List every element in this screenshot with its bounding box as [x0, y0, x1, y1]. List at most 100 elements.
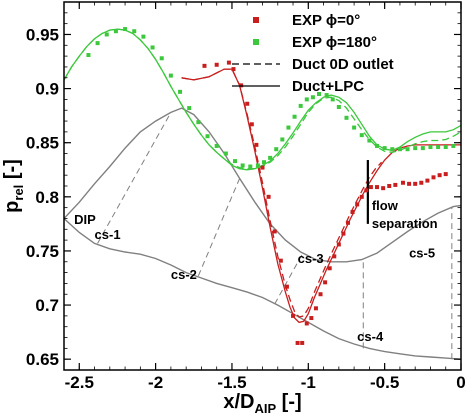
exp-phi0-point	[359, 194, 364, 199]
exp-phi0-point	[443, 172, 448, 177]
exp-phi180-point	[113, 29, 118, 34]
exp-phi180-point	[141, 34, 146, 39]
x-tick-label: -2	[148, 373, 163, 392]
exp-phi180-point	[382, 146, 387, 151]
exp-phi0-point	[355, 202, 360, 207]
x-tick-label: -0.5	[370, 373, 399, 392]
exp-phi180-point	[316, 92, 321, 96]
exp-phi180-point	[255, 163, 260, 168]
cross-section-line-1	[97, 112, 172, 244]
exp-phi180-point	[150, 45, 155, 50]
exp-phi180-point	[178, 89, 183, 94]
y-tick-label: 0.95	[26, 25, 59, 44]
duct-upper-wall	[64, 107, 461, 263]
x-tick-label: -1.5	[217, 373, 246, 392]
legend-label-0: EXP ϕ=0°	[292, 12, 360, 29]
y-tick-label: 0.9	[35, 80, 59, 99]
exp-phi0-point	[278, 258, 283, 263]
exp-phi180-point	[443, 145, 448, 150]
x-tick-label: -1	[301, 373, 316, 392]
y-tick-label: 0.85	[26, 134, 59, 153]
exp-phi0-point	[249, 122, 254, 127]
exp-phi180-point	[205, 134, 210, 139]
exp-phi180-point	[104, 32, 109, 37]
exp-phi180-point	[344, 115, 349, 120]
exp-phi180-point	[240, 163, 245, 168]
exp-phi180-point	[86, 53, 91, 58]
exp-phi0-point	[400, 180, 405, 185]
exp-phi0-point	[313, 306, 318, 311]
exp-phi180-point	[132, 29, 137, 34]
exp-phi0-point	[407, 181, 412, 186]
y-tick-label: 0.8	[35, 188, 59, 207]
exp-phi0-point	[272, 229, 277, 234]
exp-phi0-point	[387, 184, 392, 188]
exp-phi180-point	[420, 146, 425, 151]
exp-phi0-point	[437, 173, 442, 178]
y-tick-label: 0.65	[26, 350, 59, 369]
cross-section-label-1: cs-1	[95, 227, 121, 242]
exp-phi180-point	[304, 97, 309, 102]
exp-phi180-point	[375, 143, 380, 148]
exp-phi180-point	[359, 133, 364, 138]
exp-phi180-point	[159, 56, 164, 61]
exp-phi180-point	[280, 137, 285, 142]
exp-phi0-point	[375, 185, 380, 190]
exp-phi0-point	[245, 101, 250, 106]
exp-phi180-point	[390, 147, 395, 152]
exp-phi180-point	[223, 151, 228, 156]
exp-phi0-point	[284, 284, 289, 289]
exp-phi0-point	[368, 185, 373, 190]
exp-phi0-point	[231, 67, 236, 72]
exp-phi0-point	[419, 180, 424, 185]
exp-phi0-point	[346, 220, 351, 225]
exp-phi180-point	[274, 147, 279, 152]
x-tick-label: -2.5	[65, 373, 94, 392]
annotation-1: flow	[372, 198, 399, 213]
y-tick-label: 0.7	[35, 296, 59, 315]
exp-phi180-point	[367, 138, 372, 143]
exp-phi180-point	[292, 114, 297, 119]
annotation-0: DIP	[74, 212, 96, 227]
exp-phi0-point	[214, 62, 219, 67]
exp-phi0-point	[425, 178, 430, 183]
exp-phi0-point	[266, 194, 271, 199]
exp-phi0-point	[239, 83, 244, 88]
exp-phi0-point	[304, 321, 309, 326]
exp-phi0-point	[323, 280, 328, 285]
exp-phi180-point	[268, 155, 273, 160]
exp-phi180-point	[336, 104, 341, 109]
exp-phi180-point	[352, 125, 357, 130]
legend-label-1: EXP ϕ=180°	[292, 34, 377, 51]
exp-phi180-point	[286, 125, 291, 130]
exp-phi180-point	[214, 143, 219, 148]
legend-marker-1	[253, 39, 259, 45]
exp-phi0-point	[336, 242, 341, 247]
exp-phi180-point	[413, 146, 418, 151]
legend-marker-0	[253, 17, 259, 23]
cross-section-label-4: cs-4	[357, 329, 384, 344]
exp-phi0-point	[393, 182, 398, 187]
cross-section-label-3: cs-3	[298, 251, 324, 266]
exp-phi0-point	[431, 175, 436, 180]
exp-phi0-point	[309, 316, 314, 321]
exp-phi180-point	[298, 103, 303, 108]
x-tick-label: 0	[456, 373, 465, 392]
exp-phi180-point	[187, 106, 192, 111]
exp-phi180-point	[428, 145, 433, 150]
exp-phi0-point	[318, 292, 323, 297]
legend-label-2: Duct 0D outlet	[292, 56, 394, 73]
cross-section-label-5: cs-5	[409, 245, 435, 260]
exp-phi180-point	[324, 93, 329, 98]
exp-phi180-point	[436, 145, 441, 150]
duct-0d-line-0	[181, 68, 383, 318]
exp-phi180-point	[330, 97, 335, 102]
exp-phi0-point	[260, 165, 265, 170]
exp-phi180-point	[248, 164, 253, 169]
y-axis-title: prel [-]	[1, 159, 26, 213]
y-tick-label: 0.75	[26, 242, 59, 261]
exp-phi0-point	[254, 142, 259, 147]
exp-phi0-point	[332, 254, 337, 259]
x-axis-title: x/DAIP [-]	[223, 391, 301, 416]
exp-phi180-point	[310, 95, 315, 100]
